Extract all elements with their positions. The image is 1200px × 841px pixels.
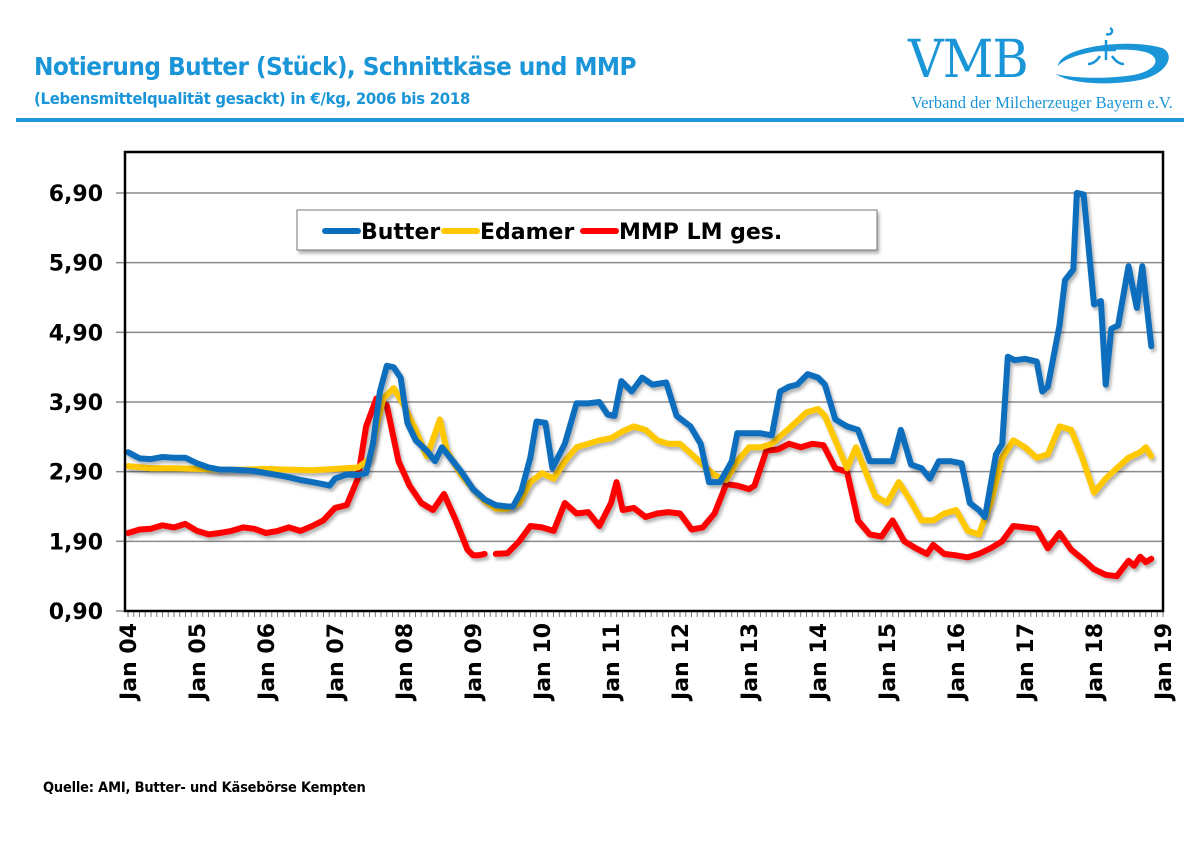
vmb-logo-text: VMB — [908, 30, 1029, 90]
y-axis-ticks: 0,90 1,90 2,90 3,90 4,90 5,90 6,90 — [49, 182, 125, 625]
x-tick-label: Jan 06 — [255, 623, 280, 702]
x-tick-label: Jan 07 — [324, 623, 349, 702]
header-divider — [16, 118, 1184, 122]
y-tick-label: 1,90 — [49, 530, 103, 555]
x-tick-label: Jan 13 — [738, 623, 763, 702]
y-tick-label: 3,90 — [49, 391, 103, 416]
x-tick-label: Jan 19 — [1152, 623, 1177, 702]
series-line-butter — [125, 190, 1155, 520]
series-lines — [125, 190, 1155, 580]
legend-label: Edamer — [480, 220, 574, 245]
series-line-mmp-lm-ges-cont — [492, 440, 1155, 580]
x-tick-label: Jan 08 — [393, 623, 418, 702]
y-tick-label: 6,90 — [49, 182, 103, 207]
series-line-mmp-lm-ges — [125, 395, 488, 559]
x-tick-label: Jan 15 — [876, 623, 901, 702]
x-tick-label: Jan 14 — [807, 623, 832, 702]
x-tick-label: Jan 04 — [117, 623, 142, 702]
x-tick-label: Jan 10 — [531, 623, 556, 702]
y-tick-label: 4,90 — [49, 321, 103, 346]
x-axis-ticks: Jan 04 Jan 05 Jan 06 Jan 07 Jan 08 Jan 09 Jan … — [117, 611, 1177, 702]
legend: Butter Edamer MMP LM ges. — [296, 209, 878, 251]
legend-label: Butter — [361, 220, 440, 245]
vmb-logo-tagline: Verband der Milcherzeuger Bayern e.V. — [911, 93, 1173, 112]
x-tick-label: Jan 05 — [186, 623, 211, 702]
x-tick-label: Jan 09 — [462, 623, 487, 702]
legend-label: MMP LM ges. — [619, 220, 782, 245]
y-tick-label: 2,90 — [49, 461, 103, 486]
chart-title: Notierung Butter (Stück), Schnittkäse un… — [34, 52, 637, 81]
y-tick-label: 5,90 — [49, 252, 103, 277]
y-tick-label: 0,90 — [49, 600, 103, 625]
chart-subtitle: (Lebensmittelqualität gesackt) in €/kg, … — [34, 89, 471, 108]
x-tick-label: Jan 12 — [669, 623, 694, 702]
x-tick-label: Jan 11 — [600, 623, 625, 702]
x-tick-label: Jan 16 — [945, 623, 970, 702]
series-line-edamer — [125, 385, 1155, 538]
x-tick-label: Jan 18 — [1083, 623, 1108, 702]
source-note: Quelle: AMI, Butter- und Käsebörse Kempt… — [43, 780, 366, 796]
vmb-logo-icon — [1056, 26, 1169, 84]
x-tick-label: Jan 17 — [1014, 623, 1039, 702]
plot-frame — [123, 150, 1165, 613]
